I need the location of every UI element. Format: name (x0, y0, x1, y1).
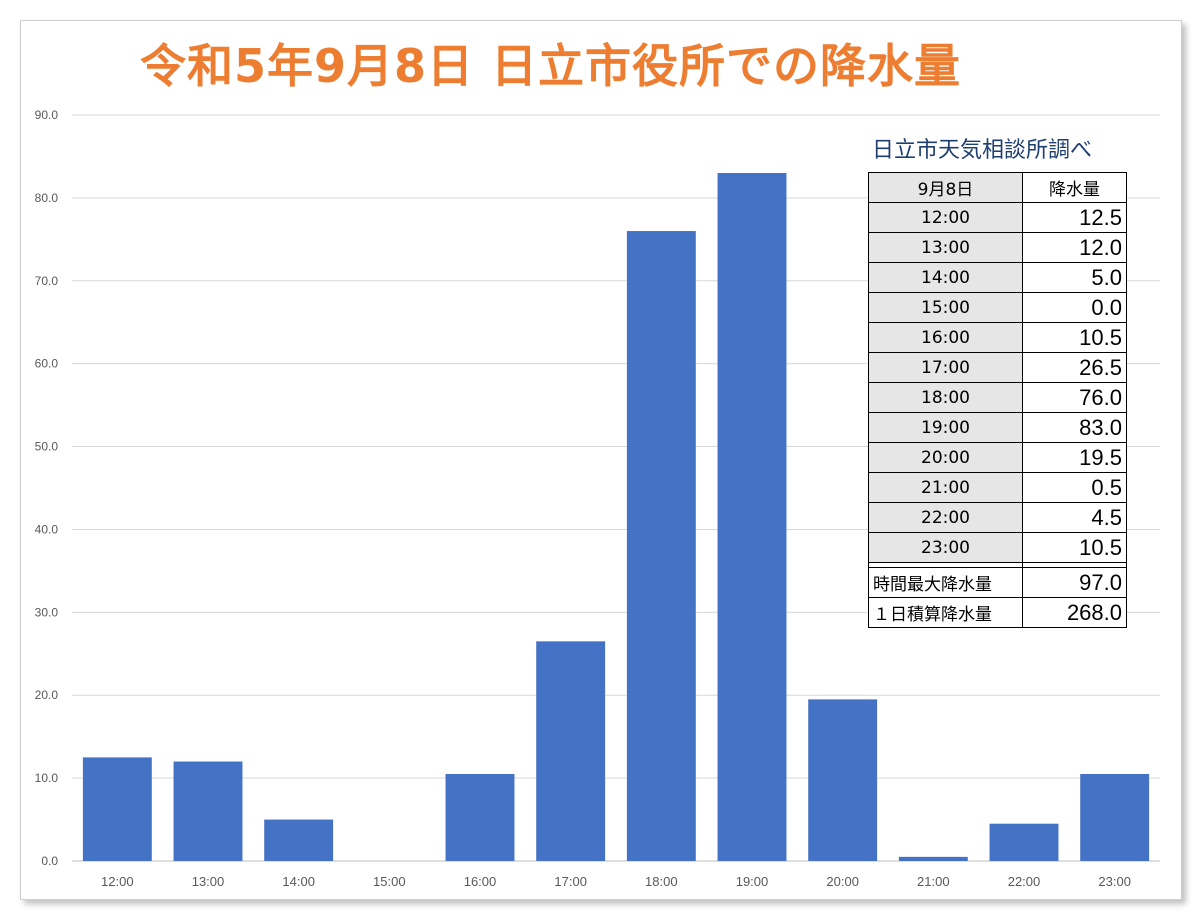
y-tick-label: 80.0 (35, 191, 59, 205)
row-time: 18:00 (868, 382, 1023, 413)
row-rainfall: 4.5 (1022, 502, 1127, 533)
row-time: 15:00 (868, 292, 1023, 323)
x-tick-label: 20:00 (826, 874, 859, 889)
row-time: 16:00 (868, 322, 1023, 353)
row-time: 21:00 (868, 472, 1023, 503)
summary-row: 時間最大降水量 97.0 (868, 567, 1127, 598)
row-rainfall: 5.0 (1022, 262, 1127, 293)
x-tick-label: 17:00 (554, 874, 587, 889)
table-row: 18:00 76.0 (868, 382, 1127, 413)
header-rainfall: 降水量 (1022, 172, 1127, 203)
row-rainfall: 12.5 (1022, 202, 1127, 233)
bar-1200 (82, 757, 152, 861)
y-tick-label: 10.0 (35, 771, 59, 785)
bar-2000 (808, 699, 878, 861)
header-date: 9月8日 (868, 172, 1023, 203)
bar-2300 (1080, 773, 1150, 861)
row-time: 12:00 (868, 202, 1023, 233)
x-tick-label: 15:00 (373, 874, 406, 889)
table-row: 20:00 19.5 (868, 442, 1127, 473)
row-time: 23:00 (868, 532, 1023, 563)
row-rainfall: 10.5 (1022, 322, 1127, 353)
x-tick-label: 16:00 (464, 874, 497, 889)
row-rainfall: 26.5 (1022, 352, 1127, 383)
summary-value: 97.0 (1022, 567, 1127, 598)
rainfall-table: 9月8日 降水量 12:00 12.5 13:00 12.0 14:00 5.0 15:00… (868, 172, 1127, 628)
x-tick-label: 22:00 (1008, 874, 1041, 889)
summary-value: 268.0 (1022, 597, 1127, 628)
y-tick-label: 20.0 (35, 688, 59, 702)
row-time: 22:00 (868, 502, 1023, 533)
summary-label: １日積算降水量 (868, 597, 1023, 628)
bar-1400 (264, 819, 334, 861)
y-tick-label: 50.0 (35, 440, 59, 454)
summary-label: 時間最大降水量 (868, 567, 1023, 598)
row-rainfall: 19.5 (1022, 442, 1127, 473)
table-row: 21:00 0.5 (868, 472, 1127, 503)
table-row: 16:00 10.5 (868, 322, 1127, 353)
row-rainfall: 0.0 (1022, 292, 1127, 323)
row-rainfall: 0.5 (1022, 472, 1127, 503)
row-rainfall: 12.0 (1022, 232, 1127, 263)
x-tick-label: 13:00 (192, 874, 225, 889)
table-row: 13:00 12.0 (868, 232, 1127, 263)
x-tick-label: 23:00 (1098, 874, 1131, 889)
table-row: 17:00 26.5 (868, 352, 1127, 383)
table-row: 15:00 0.0 (868, 292, 1127, 323)
y-tick-label: 90.0 (35, 108, 59, 122)
bar-1800 (626, 231, 696, 862)
row-rainfall: 10.5 (1022, 532, 1127, 563)
bar-2100 (898, 856, 968, 861)
table-header-row: 9月8日 降水量 (868, 172, 1127, 203)
bar-1700 (536, 641, 606, 861)
row-time: 13:00 (868, 232, 1023, 263)
y-tick-label: 40.0 (35, 522, 59, 536)
x-tick-label: 18:00 (645, 874, 678, 889)
bar-2200 (989, 823, 1059, 861)
y-tick-label: 70.0 (35, 274, 59, 288)
table-row: 19:00 83.0 (868, 412, 1127, 443)
y-tick-label: 30.0 (35, 605, 59, 619)
bar-1300 (173, 761, 243, 861)
table-row: 22:00 4.5 (868, 502, 1127, 533)
table-caption: 日立市天気相談所調べ (872, 138, 1093, 163)
bar-1600 (445, 773, 515, 861)
x-tick-label: 21:00 (917, 874, 950, 889)
chart-title: 令和5年9月8日 日立市役所での降水量 (140, 39, 962, 93)
table-row: 23:00 10.5 (868, 532, 1127, 563)
y-tick-label: 0.0 (41, 854, 58, 868)
x-tick-label: 19:00 (736, 874, 769, 889)
row-rainfall: 76.0 (1022, 382, 1127, 413)
row-rainfall: 83.0 (1022, 412, 1127, 443)
row-time: 14:00 (868, 262, 1023, 293)
bar-1900 (717, 173, 787, 861)
summary-row: １日積算降水量 268.0 (868, 597, 1127, 628)
table-row: 12:00 12.5 (868, 202, 1127, 233)
x-tick-label: 14:00 (282, 874, 315, 889)
y-tick-label: 60.0 (35, 357, 59, 371)
x-tick-label: 12:00 (101, 874, 134, 889)
row-time: 19:00 (868, 412, 1023, 443)
table-row: 14:00 5.0 (868, 262, 1127, 293)
row-time: 17:00 (868, 352, 1023, 383)
row-time: 20:00 (868, 442, 1023, 473)
